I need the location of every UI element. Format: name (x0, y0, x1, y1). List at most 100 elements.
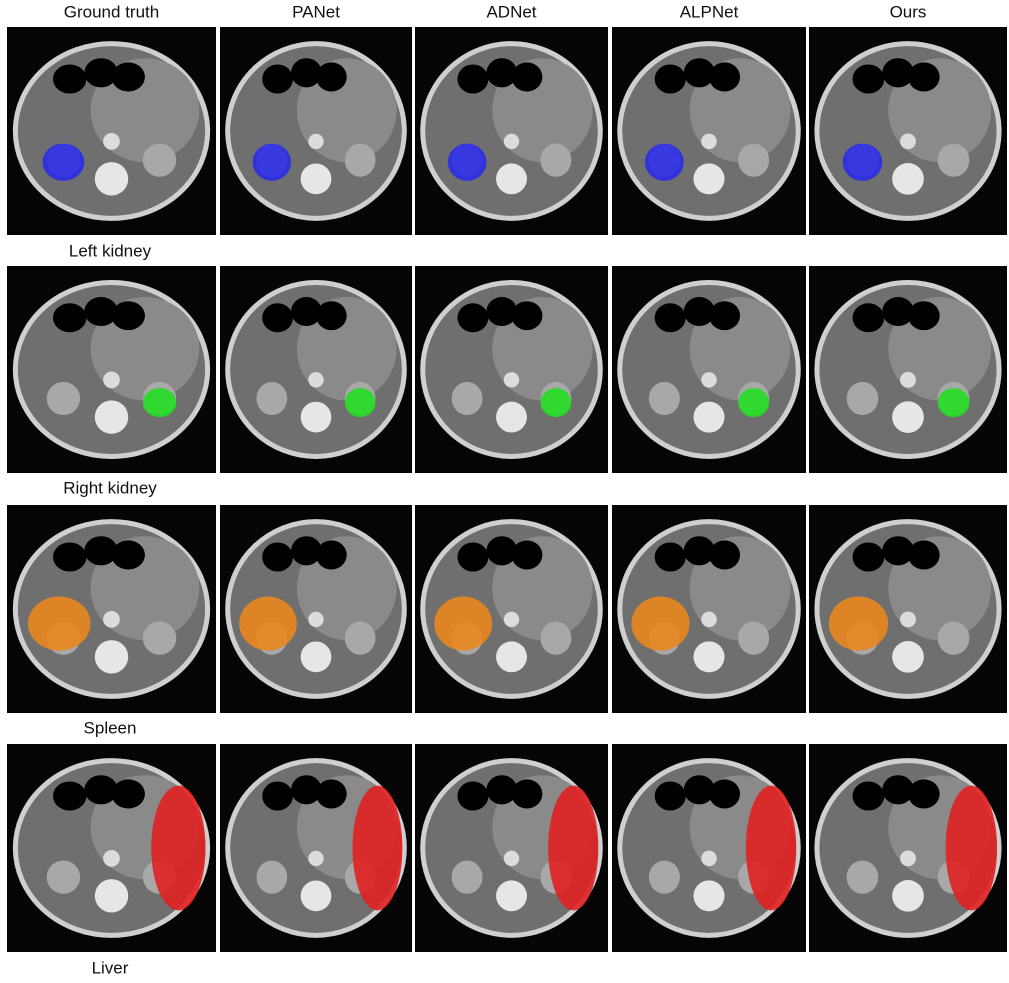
aorta (504, 134, 519, 149)
bowel-gas (655, 781, 686, 810)
segmentation-mask (239, 597, 297, 651)
kidney (452, 382, 483, 415)
vertebra (892, 163, 924, 195)
kidney (256, 382, 287, 415)
kidney (649, 382, 680, 415)
bowel-gas (262, 303, 293, 332)
bowel-gas (655, 303, 686, 332)
ct-image (7, 27, 216, 235)
aorta (308, 134, 323, 149)
bowel-gas (53, 303, 86, 332)
row-label: Spleen (84, 718, 137, 737)
aorta (504, 612, 519, 627)
aorta (900, 850, 916, 866)
vertebra (95, 879, 128, 912)
ct-image (809, 266, 1007, 473)
ct-image (220, 505, 412, 713)
column-header: ALPNet (680, 2, 739, 21)
segmentation-mask (151, 786, 205, 911)
bowel-gas (512, 301, 543, 330)
ct-image (7, 505, 216, 713)
bowel-gas (908, 540, 940, 569)
kidney (938, 621, 970, 654)
bowel-gas (262, 781, 293, 810)
ct-image (612, 505, 806, 713)
segmentation-mask (946, 786, 997, 911)
segmentation-mask (738, 388, 769, 417)
kidney (47, 382, 80, 415)
bowel-gas (53, 64, 86, 93)
segmentation-mask (28, 597, 91, 651)
kidney (143, 143, 176, 176)
kidney (345, 143, 376, 176)
segmentation-mask (143, 388, 176, 417)
figure: Ground truthPANetADNetALPNetOursLeft kid… (0, 0, 1009, 983)
bowel-gas (112, 779, 145, 808)
bowel-gas (316, 540, 347, 569)
ct-image (220, 27, 412, 235)
ct-image (415, 266, 608, 473)
segmentation-mask (448, 143, 487, 180)
segmentation-mask (631, 597, 689, 651)
segmentation-mask (645, 143, 684, 180)
vertebra (301, 880, 332, 911)
segmentation-mask (938, 388, 970, 417)
kidney (847, 382, 879, 415)
column-header: PANet (292, 2, 340, 21)
vertebra (496, 641, 527, 672)
vertebra (496, 163, 527, 194)
kidney (540, 143, 571, 176)
vertebra (301, 641, 332, 672)
segmentation-mask (43, 143, 85, 180)
kidney (47, 860, 80, 893)
ct-image (809, 505, 1007, 713)
kidney (345, 621, 376, 654)
aorta (504, 851, 519, 866)
vertebra (693, 163, 724, 194)
bowel-gas (262, 64, 293, 93)
vertebra (892, 641, 924, 673)
vertebra (301, 402, 332, 433)
bowel-gas (709, 779, 740, 808)
segmentation-mask (345, 388, 376, 417)
segmentation-mask (829, 597, 888, 651)
bowel-gas (457, 64, 488, 93)
bowel-gas (853, 542, 885, 571)
aorta (308, 372, 323, 387)
vertebra (95, 162, 128, 195)
column-header: Ours (890, 2, 927, 21)
bowel-gas (655, 542, 686, 571)
bowel-gas (53, 781, 86, 810)
kidney (540, 621, 571, 654)
kidney (143, 621, 176, 654)
ct-image (220, 744, 412, 952)
vertebra (496, 880, 527, 911)
vertebra (693, 402, 724, 433)
ct-image (612, 266, 806, 473)
bowel-gas (709, 62, 740, 91)
kidney (847, 860, 879, 893)
bowel-gas (512, 62, 543, 91)
bowel-gas (512, 540, 543, 569)
kidney (649, 860, 680, 893)
ct-image (612, 744, 806, 952)
bowel-gas (316, 62, 347, 91)
column-header: ADNet (486, 2, 536, 21)
row-label: Right kidney (63, 478, 157, 497)
bowel-gas (908, 62, 940, 91)
aorta (701, 612, 717, 628)
ct-image (7, 744, 216, 952)
aorta (900, 372, 916, 388)
aorta (308, 851, 323, 866)
aorta (900, 133, 916, 149)
bowel-gas (512, 779, 543, 808)
row-label: Liver (92, 958, 129, 977)
bowel-gas (457, 303, 488, 332)
vertebra (693, 880, 724, 911)
ct-image (220, 266, 412, 473)
column-header: Ground truth (64, 2, 159, 21)
bowel-gas (908, 779, 940, 808)
aorta (504, 372, 519, 387)
vertebra (892, 880, 924, 912)
bowel-gas (853, 64, 885, 93)
